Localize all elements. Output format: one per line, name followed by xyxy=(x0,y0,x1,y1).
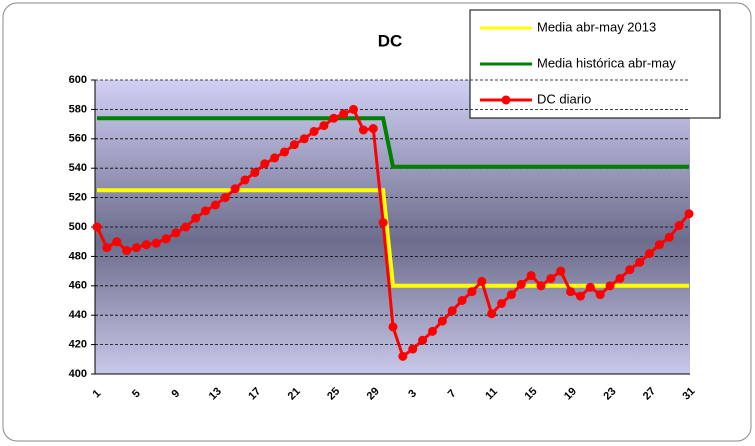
data-point xyxy=(240,175,250,185)
data-point xyxy=(122,246,132,256)
y-tick-label: 460 xyxy=(69,280,87,292)
data-point xyxy=(299,134,309,144)
data-point xyxy=(585,282,595,292)
data-point xyxy=(674,221,684,231)
data-point xyxy=(467,287,477,297)
y-tick-label: 560 xyxy=(69,133,87,145)
data-point xyxy=(210,200,220,210)
data-point xyxy=(546,273,556,283)
data-point xyxy=(427,326,437,336)
data-point xyxy=(191,213,201,223)
legend-label: DC diario xyxy=(537,91,591,106)
data-point xyxy=(201,206,211,216)
data-point xyxy=(625,265,635,275)
data-point xyxy=(329,113,339,123)
data-point xyxy=(220,193,230,203)
data-point xyxy=(250,168,260,178)
data-point xyxy=(151,238,161,248)
data-point xyxy=(615,273,625,283)
data-point xyxy=(309,126,319,136)
data-point xyxy=(506,290,516,300)
series-line xyxy=(97,116,689,169)
data-point xyxy=(437,316,447,326)
data-point xyxy=(171,228,181,238)
data-point xyxy=(112,237,122,247)
data-point xyxy=(605,281,615,291)
y-tick-label: 540 xyxy=(69,162,87,174)
data-point xyxy=(141,240,151,250)
data-point xyxy=(270,153,280,163)
legend-label: Media abr-may 2013 xyxy=(537,19,656,34)
data-point xyxy=(358,125,368,135)
data-point xyxy=(645,248,655,258)
data-point xyxy=(368,124,378,134)
data-point xyxy=(92,222,102,232)
data-point xyxy=(566,287,576,297)
legend-marker xyxy=(501,95,511,105)
data-point xyxy=(575,291,585,301)
y-tick-label: 400 xyxy=(69,368,87,380)
chart-title: DC xyxy=(378,31,403,50)
data-point xyxy=(684,209,694,219)
y-tick-label: 580 xyxy=(69,103,87,115)
legend-label: Media histórica abr-may xyxy=(537,55,676,70)
data-point xyxy=(131,243,141,253)
data-point xyxy=(635,257,645,267)
data-point xyxy=(447,306,457,316)
data-point xyxy=(339,109,349,119)
data-point xyxy=(526,271,536,281)
y-tick-label: 500 xyxy=(69,221,87,233)
data-point xyxy=(516,279,526,289)
data-point xyxy=(398,351,408,361)
y-tick-label: 520 xyxy=(69,192,87,204)
data-point xyxy=(664,232,674,242)
data-point xyxy=(102,243,112,253)
y-tick-label: 420 xyxy=(69,339,87,351)
data-point xyxy=(161,234,171,244)
data-point xyxy=(279,147,289,157)
data-point xyxy=(536,281,546,291)
data-point xyxy=(408,344,418,354)
y-tick-label: 480 xyxy=(69,250,87,262)
data-point xyxy=(181,222,191,232)
data-point xyxy=(556,266,566,276)
data-point xyxy=(319,121,329,131)
data-point xyxy=(418,335,428,345)
data-point xyxy=(260,159,270,169)
y-tick-label: 600 xyxy=(69,74,87,86)
data-point xyxy=(230,184,240,194)
data-point xyxy=(289,140,299,150)
data-point xyxy=(487,309,497,319)
data-point xyxy=(497,298,507,308)
data-point xyxy=(378,218,388,228)
data-point xyxy=(595,290,605,300)
y-tick-label: 440 xyxy=(69,309,87,321)
data-point xyxy=(388,322,398,332)
data-point xyxy=(477,276,487,286)
data-point xyxy=(457,296,467,305)
data-point xyxy=(349,104,359,114)
data-point xyxy=(654,240,664,250)
